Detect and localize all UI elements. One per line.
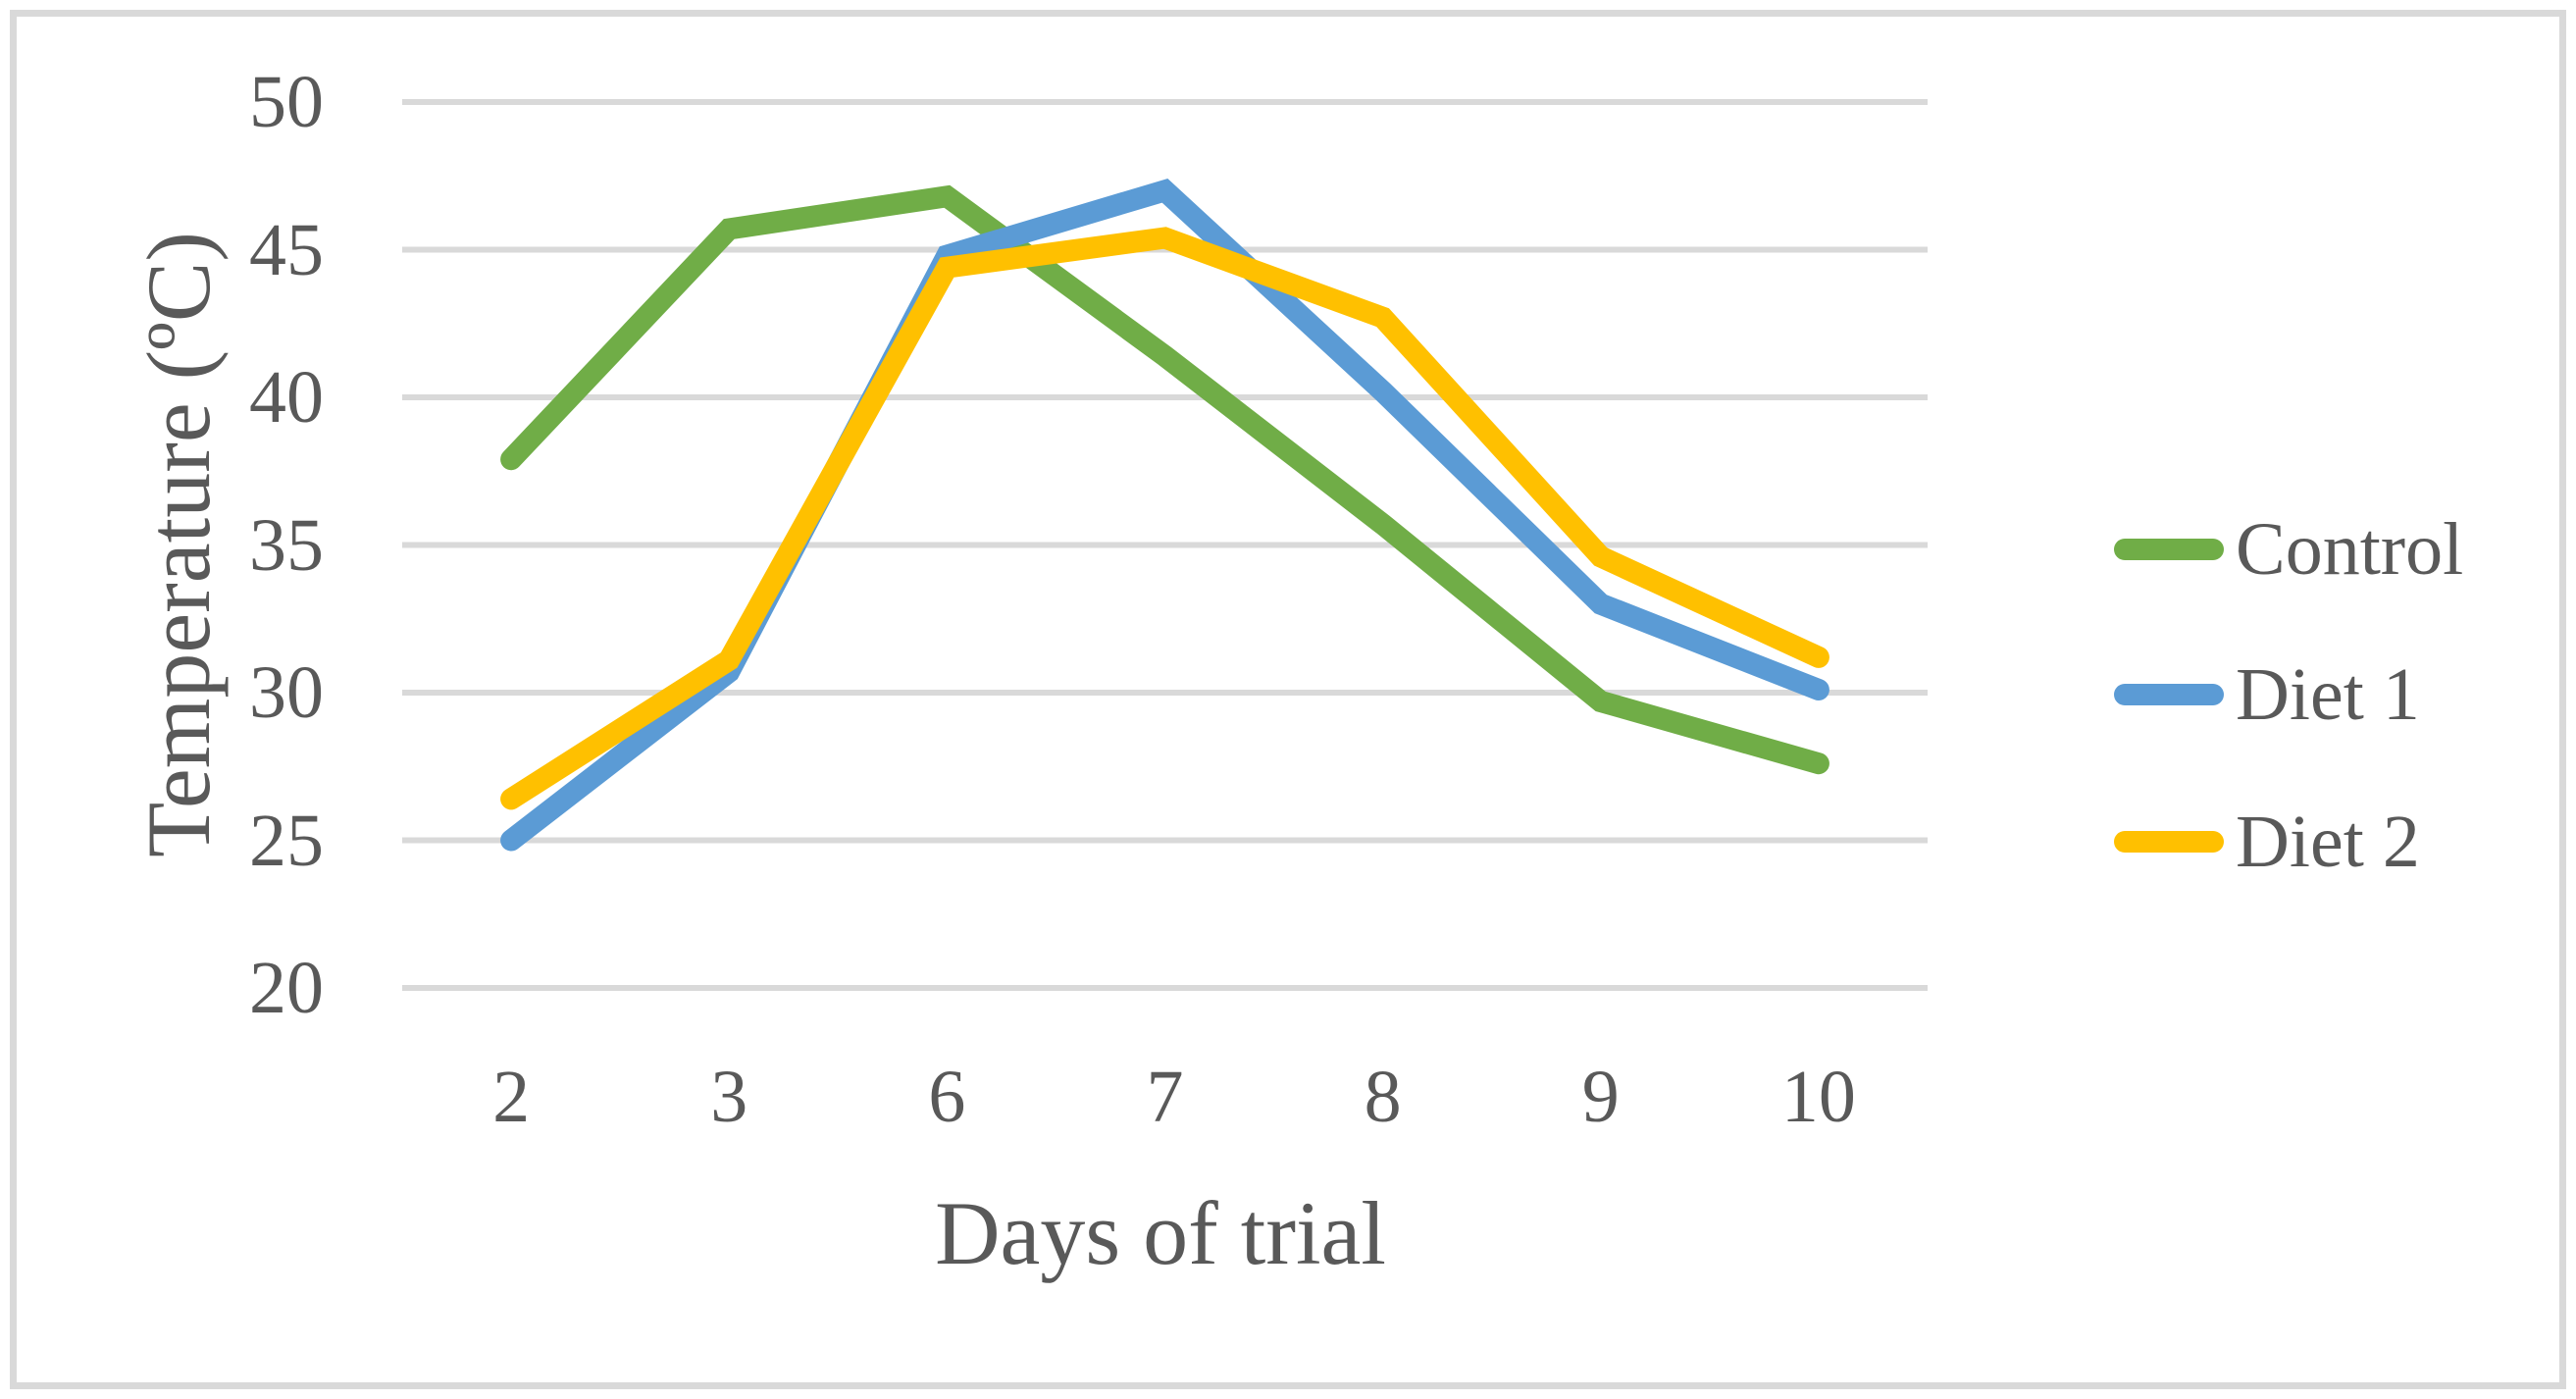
y-tick-label: 30: [249, 651, 324, 734]
legend-item-diet-1: Diet 1: [2114, 657, 2420, 732]
x-tick-label: 9: [1581, 1056, 1620, 1138]
legend-item-diet-2: Diet 2: [2114, 804, 2420, 879]
legend-item-control: Control: [2114, 512, 2463, 587]
y-tick-label: 40: [249, 356, 324, 439]
x-tick-label: 8: [1364, 1056, 1402, 1138]
y-tick-label: 20: [249, 947, 324, 1029]
legend-swatch-icon: [2114, 831, 2224, 853]
y-axis-title: Temperature (ºC): [129, 232, 229, 857]
y-tick-label: 35: [249, 503, 324, 587]
y-tick-label: 25: [249, 799, 324, 882]
y-tick-label: 45: [249, 208, 324, 291]
legend-label: Diet 2: [2236, 801, 2420, 883]
series-line-diet-1: [500, 178, 1829, 852]
legend-label: Diet 1: [2236, 653, 2420, 736]
legend-swatch-icon: [2114, 684, 2224, 705]
x-tick-label: 2: [492, 1056, 531, 1138]
x-axis-title: Days of trial: [935, 1183, 1386, 1283]
x-tick-label: 6: [928, 1056, 966, 1138]
series-line-control: [500, 184, 1829, 775]
x-tick-label: 3: [710, 1056, 748, 1138]
y-tick-label: 50: [249, 61, 324, 143]
series-line-diet-2: [500, 227, 1829, 810]
legend-swatch-icon: [2114, 539, 2224, 560]
x-tick-label: 10: [1780, 1056, 1856, 1138]
legend-label: Control: [2236, 508, 2464, 591]
x-tick-label: 7: [1146, 1056, 1184, 1138]
